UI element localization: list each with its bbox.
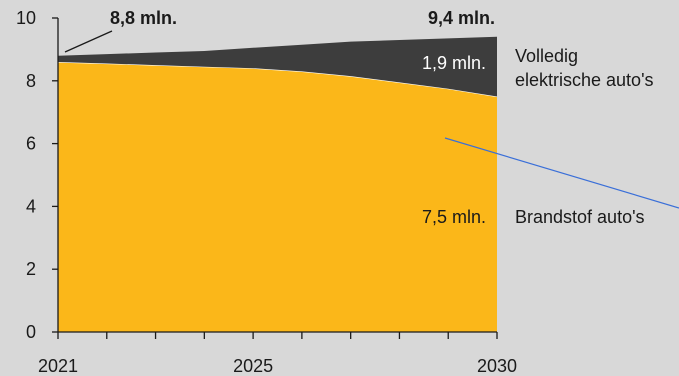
y-tick-label: 10: [16, 8, 36, 28]
x-tick-label: 2021: [38, 356, 78, 376]
area-layer: [57, 36, 498, 332]
y-tick-label: 0: [26, 322, 36, 342]
y-tick-label: 2: [26, 259, 36, 279]
start-total-leader-line: [64, 30, 113, 53]
pointer-line: [444, 137, 679, 209]
series-separator-line: [57, 61, 498, 98]
area-series-1: [58, 36, 497, 97]
end-electric-label: 1,9 mln.: [422, 53, 486, 73]
legend-electric-line1: Volledig: [515, 46, 578, 66]
legend-electric-line2: elektrische auto's: [515, 70, 654, 90]
x-tick-label-group: 2021 2025 2030: [38, 356, 517, 376]
end-fuel-label: 7,5 mln.: [422, 207, 486, 227]
start-total-label: 8,8 mln.: [110, 8, 177, 28]
x-tick-label: 2025: [233, 356, 273, 376]
x-tick-group: [57, 332, 498, 339]
y-tick-label: 8: [26, 71, 36, 91]
axes: [57, 18, 497, 333]
legend-fuel: Brandstof auto's: [515, 207, 645, 227]
area-series-0: [58, 62, 497, 332]
end-total-label: 9,4 mln.: [428, 8, 495, 28]
y-tick-group: 0 2 4 6 8 10: [16, 8, 58, 342]
y-tick-label: 6: [26, 134, 36, 154]
x-tick-label: 2030: [477, 356, 517, 376]
y-tick-label: 4: [26, 196, 36, 216]
